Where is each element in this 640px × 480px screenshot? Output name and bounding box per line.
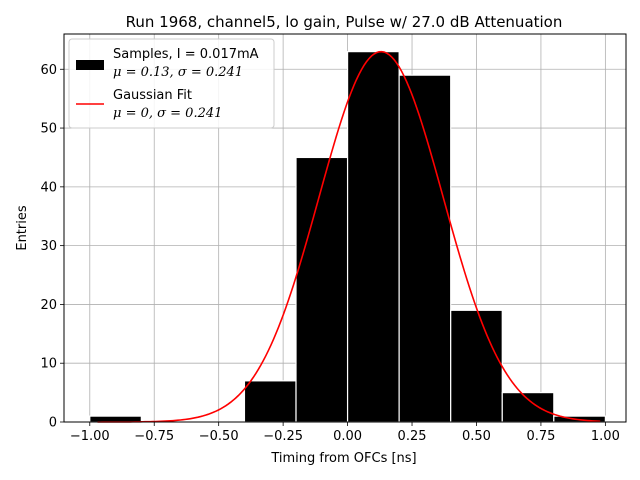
gaussian-fit-curve [97, 50, 601, 423]
legend-box [68, 38, 275, 129]
x-tick-label: −1.00 [70, 429, 110, 444]
x-axis-ticks: −1.00 −0.75 −0.50 −0.25 0.00 0.25 0.50 0.75 1.00 [70, 422, 620, 444]
legend-fit-label: Gaussian Fit [113, 88, 192, 103]
y-tick-label: 0 [49, 416, 57, 431]
chart-title: Run 1968, channel5, lo gain, Pulse w/ 27… [126, 13, 563, 31]
x-axis-label: Timing from OFCs [ns] [270, 451, 416, 466]
histogram-bar [450, 309, 503, 423]
histogram-bar [295, 156, 349, 423]
histogram-bar [243, 380, 297, 423]
legend: Samples, I = 0.017mA μ = 0.13, σ = 0.241… [68, 38, 275, 129]
legend-samples-label: Samples, I = 0.017mA [113, 47, 259, 62]
histogram-bar [501, 392, 555, 423]
x-tick-label: −0.75 [134, 429, 174, 444]
y-tick-label: 20 [40, 298, 57, 313]
y-tick-label: 10 [40, 357, 57, 372]
y-tick-label: 40 [40, 180, 57, 195]
histogram-bar [398, 74, 452, 423]
plot-frame [63, 33, 627, 423]
legend-samples-stats: μ = 0.13, σ = 0.241 [113, 65, 243, 80]
y-axis-label: Entries [15, 205, 30, 251]
y-tick-label: 60 [40, 63, 57, 78]
x-tick-label: 0.00 [333, 429, 362, 444]
histogram-bar [346, 51, 400, 423]
x-tick-label: 1.00 [591, 429, 620, 444]
x-tick-label: 0.75 [526, 429, 555, 444]
y-tick-label: 50 [40, 122, 57, 137]
x-tick-label: 0.50 [462, 429, 491, 444]
y-tick-label: 30 [40, 239, 57, 254]
x-tick-label: −0.25 [263, 429, 303, 444]
x-tick-label: 0.25 [398, 429, 427, 444]
x-tick-label: −0.50 [199, 429, 239, 444]
y-axis-ticks: 0 10 20 30 40 50 60 [40, 63, 64, 431]
legend-samples-swatch [76, 60, 104, 70]
legend-fit-stats: μ = 0, σ = 0.241 [113, 106, 222, 121]
